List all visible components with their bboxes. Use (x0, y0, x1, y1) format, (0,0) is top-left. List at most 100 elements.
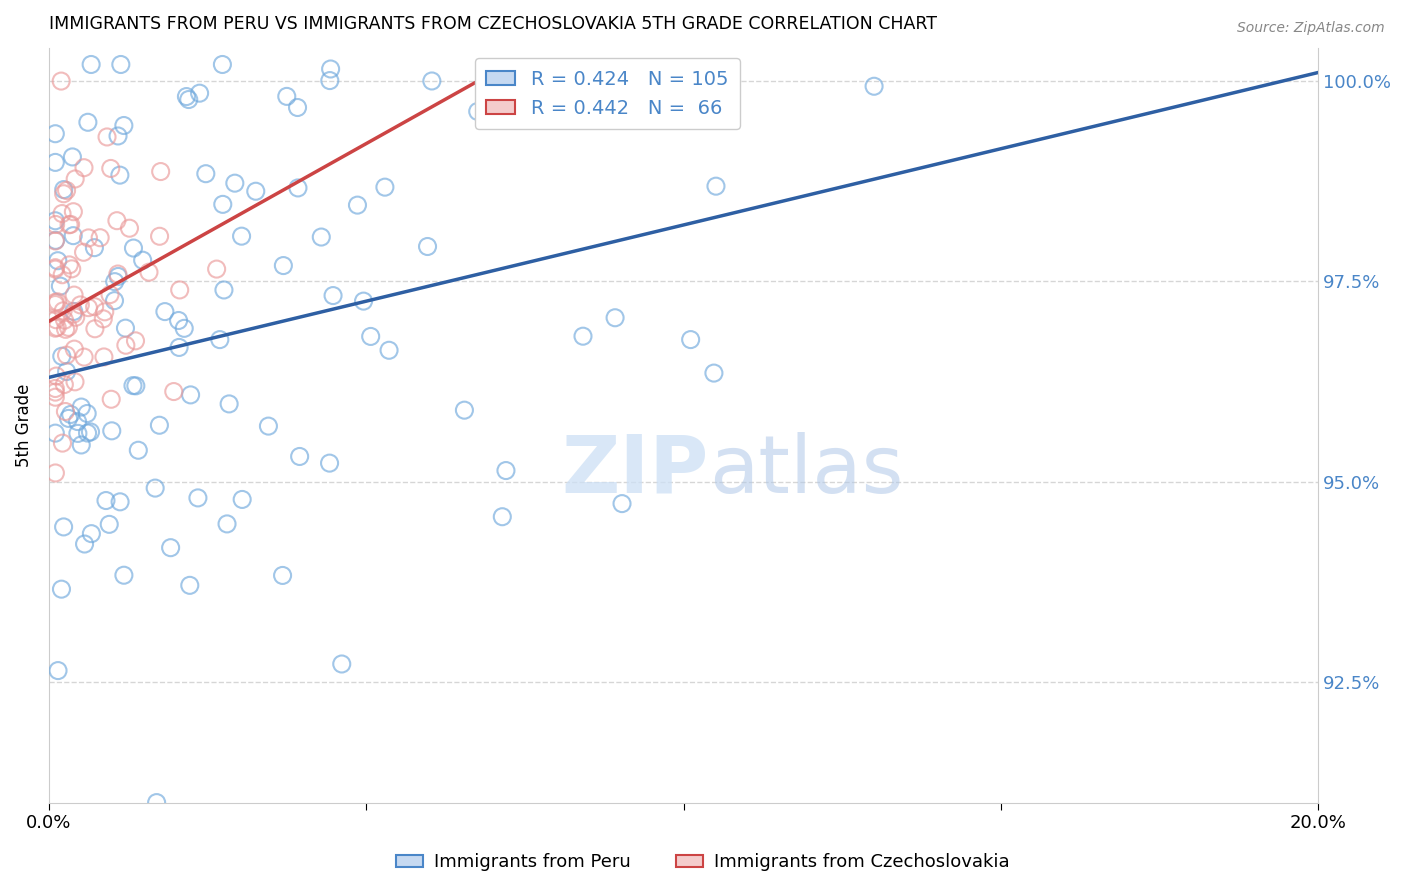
Point (420, 74, 443, 88)
Point (70, 400, 93, 414)
Point (374, 180, 396, 194)
Point (108, 168, 131, 182)
Point (319, 62, 342, 76)
Point (169, 283, 191, 297)
Point (58, 320, 80, 334)
Point (66, 415, 89, 429)
Point (58, 411, 80, 425)
Point (83, 241, 105, 255)
Point (44, 234, 66, 248)
Point (177, 93, 200, 107)
Point (73, 350, 96, 364)
Point (125, 379, 148, 393)
Point (353, 294, 375, 309)
Text: Source: ZipAtlas.com: Source: ZipAtlas.com (1237, 21, 1385, 35)
Legend: Immigrants from Peru, Immigrants from Czechoslovakia: Immigrants from Peru, Immigrants from Cz… (389, 847, 1017, 879)
Point (55, 322, 77, 336)
Point (318, 456, 340, 470)
Point (62, 150, 84, 164)
Point (51, 349, 73, 363)
Point (44, 382, 66, 396)
Point (63, 172, 86, 186)
Point (122, 378, 145, 392)
Point (46, 664, 69, 678)
Point (51, 582, 73, 596)
Point (77, 115, 100, 129)
Point (55, 348, 77, 362)
Point (53, 313, 76, 327)
Point (72, 245, 94, 260)
Point (45, 233, 67, 247)
Point (215, 516, 238, 531)
Point (703, 366, 725, 380)
Point (55, 184, 77, 198)
Point (115, 338, 138, 352)
Point (114, 321, 136, 335)
Point (153, 304, 176, 318)
Point (179, 578, 201, 592)
Point (52, 186, 75, 201)
Point (44, 297, 66, 311)
Point (176, 89, 198, 103)
Point (58, 258, 80, 272)
Point (322, 288, 344, 302)
Point (55, 404, 77, 418)
Point (167, 313, 190, 327)
Point (58, 218, 80, 232)
Point (59, 218, 82, 232)
Point (167, 340, 190, 354)
Point (572, 329, 595, 343)
Point (159, 541, 181, 555)
Point (378, 343, 401, 358)
Point (187, 491, 209, 505)
Point (211, 57, 233, 71)
Point (271, 568, 294, 582)
Point (163, 384, 186, 399)
Point (89, 230, 111, 244)
Point (46, 253, 69, 268)
Point (218, 397, 240, 411)
Point (76, 425, 98, 440)
Point (105, 213, 128, 227)
Point (44, 426, 66, 441)
Point (103, 293, 125, 308)
Point (149, 229, 172, 244)
Point (287, 181, 309, 195)
Point (863, 79, 886, 94)
Point (491, 509, 513, 524)
Point (44, 213, 66, 227)
Point (52, 183, 75, 197)
Point (52, 520, 75, 534)
Point (63, 375, 86, 389)
Point (76, 407, 98, 421)
Point (124, 334, 146, 348)
Point (62, 304, 84, 318)
Point (148, 418, 170, 433)
Point (80, 526, 103, 541)
Point (118, 221, 141, 235)
Point (77, 231, 100, 245)
Point (131, 253, 153, 268)
Point (100, 424, 122, 438)
Point (77, 301, 100, 315)
Point (224, 176, 246, 190)
Point (83, 322, 105, 336)
Point (59, 408, 82, 422)
Point (704, 179, 727, 194)
Point (62, 228, 84, 243)
Point (63, 342, 86, 356)
Point (143, 481, 166, 495)
Point (44, 260, 66, 275)
Point (53, 377, 76, 392)
Point (173, 321, 195, 335)
Point (51, 74, 73, 88)
Point (107, 269, 129, 284)
Point (44, 155, 66, 169)
Point (80, 57, 103, 71)
Point (94, 305, 117, 319)
Point (98, 517, 121, 532)
Point (46, 320, 69, 334)
Point (107, 128, 129, 143)
Y-axis label: 5th Grade: 5th Grade (15, 384, 32, 467)
Point (205, 262, 228, 277)
